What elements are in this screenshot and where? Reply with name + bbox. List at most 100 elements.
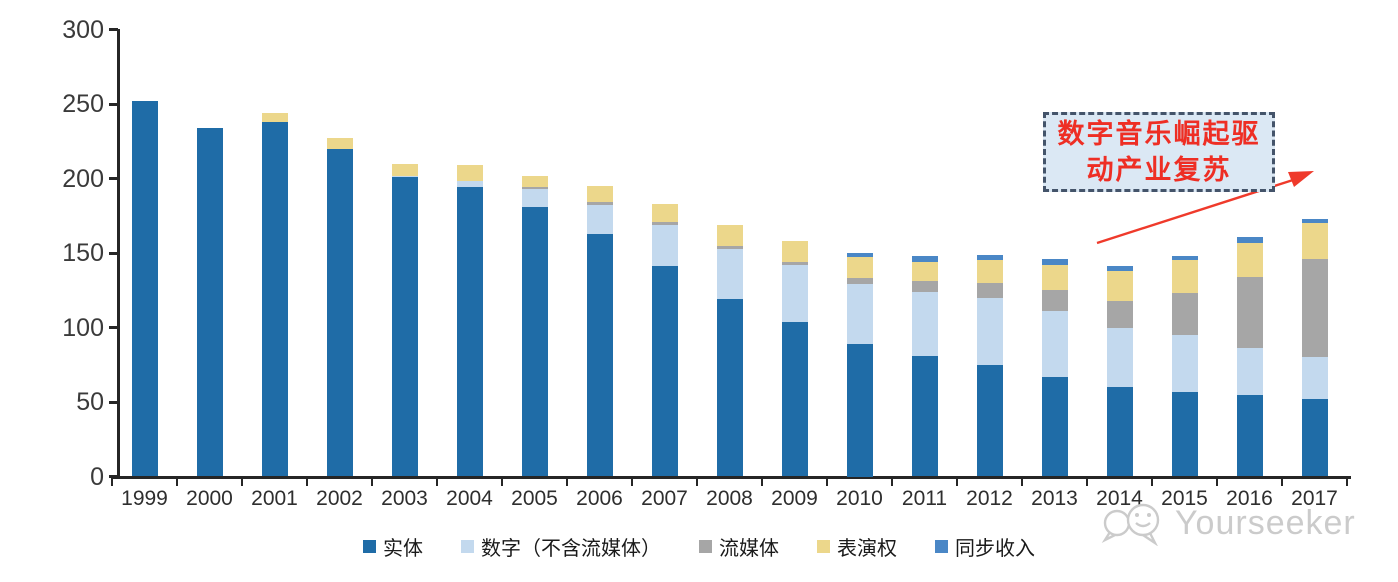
bar-segment-表演权 [1041, 264, 1068, 291]
x-tick-mark [761, 479, 763, 486]
x-tick-mark [826, 479, 828, 486]
bar-segment-实体 [1106, 387, 1133, 477]
x-tick-label: 2017 [1291, 487, 1338, 510]
x-tick-label: 2015 [1161, 487, 1208, 510]
x-tick-mark [631, 479, 633, 486]
bar-segment-实体 [651, 266, 678, 477]
x-tick-mark [111, 479, 113, 486]
bar-segment-流媒体 [1106, 300, 1133, 328]
bar-2015 [1171, 256, 1198, 477]
bar-segment-表演权 [326, 138, 353, 149]
x-tick-mark [696, 479, 698, 486]
bar-segment-表演权 [1106, 270, 1133, 301]
x-tick-label: 1999 [121, 487, 168, 510]
annotation-callout: 数字音乐崛起驱 动产业复苏 [1043, 112, 1275, 192]
x-tick-label: 2006 [576, 487, 623, 510]
bar-segment-实体 [911, 355, 938, 477]
bar-segment-表演权 [781, 241, 808, 262]
x-tick-label: 2008 [706, 487, 753, 510]
bar-segment-流媒体 [521, 187, 548, 189]
bar-segment-表演权 [391, 163, 418, 176]
bar-2017 [1301, 218, 1328, 477]
bar-2006 [586, 185, 613, 477]
x-tick-label: 2009 [771, 487, 818, 510]
x-tick-mark [891, 479, 893, 486]
bar-segment-数字（不含流媒体） [521, 188, 548, 207]
annotation-text-line: 数字音乐崛起驱 [1057, 118, 1261, 149]
bar-segment-实体 [716, 299, 743, 477]
y-tick-mark [109, 251, 118, 255]
bar-segment-数字（不含流媒体） [651, 224, 678, 267]
bar-segment-数字（不含流媒体） [586, 205, 613, 234]
bar-segment-实体 [1236, 394, 1263, 477]
bar-segment-表演权 [456, 165, 483, 182]
y-tick-label: 250 [62, 90, 104, 118]
y-tick-mark [109, 326, 118, 329]
bar-segment-流媒体 [1041, 290, 1068, 312]
bar-segment-实体 [781, 321, 808, 477]
bar-segment-表演权 [651, 203, 678, 222]
x-tick-label: 2005 [511, 487, 558, 510]
bar-segment-表演权 [911, 261, 938, 282]
x-tick-label: 2014 [1096, 487, 1143, 510]
bar-2010 [846, 253, 873, 477]
x-tick-label: 2012 [966, 487, 1013, 510]
legend-label: 同步收入 [955, 538, 1035, 560]
x-tick-mark [371, 479, 373, 486]
x-tick-mark [1086, 479, 1088, 486]
y-tick-label: 100 [62, 313, 104, 342]
y-tick-mark [109, 177, 118, 180]
bar-2001 [261, 112, 288, 477]
bar-2003 [391, 163, 418, 477]
bar-segment-同步收入 [911, 256, 938, 262]
bar-segment-数字（不含流媒体） [976, 297, 1003, 365]
bar-segment-数字（不含流媒体） [716, 248, 743, 300]
x-tick-mark [1021, 479, 1023, 486]
x-tick-mark [1216, 479, 1218, 486]
y-tick-label: 0 [90, 462, 104, 491]
y-tick-label: 200 [62, 164, 104, 193]
y-axis-line [117, 29, 120, 479]
bar-2011 [911, 256, 938, 477]
legend-label: 数字（不含流媒体） [481, 538, 661, 560]
x-tick-mark [1151, 479, 1153, 486]
bar-segment-数字（不含流媒体） [1301, 357, 1328, 400]
x-tick-mark [176, 479, 178, 486]
legend-item: 同步收入 [935, 532, 1035, 561]
bar-segment-流媒体 [586, 202, 613, 206]
x-tick-mark [501, 479, 503, 486]
x-tick-mark [436, 479, 438, 486]
bar-segment-实体 [196, 127, 223, 477]
bar-segment-表演权 [846, 257, 873, 279]
legend-label: 表演权 [837, 538, 897, 560]
x-tick-label: 2013 [1031, 487, 1078, 510]
bar-2008 [716, 224, 743, 477]
y-tick-label: 50 [76, 388, 104, 416]
bar-segment-表演权 [261, 112, 288, 122]
legend-item: 数字（不含流媒体） [461, 532, 661, 561]
bar-segment-数字（不含流媒体） [781, 264, 808, 322]
x-tick-label: 2011 [901, 487, 948, 510]
bar-segment-同步收入 [1041, 258, 1068, 265]
bar-segment-实体 [846, 343, 873, 477]
y-tick-label: 300 [62, 15, 104, 44]
bar-segment-流媒体 [846, 278, 873, 285]
y-tick-label: 150 [62, 239, 104, 267]
legend-item: 表演权 [817, 532, 897, 561]
x-tick-label: 2001 [251, 487, 298, 510]
watermark-text: Yourseeker [1175, 503, 1356, 542]
yourseeker-logo-icon [1101, 503, 1160, 546]
bar-segment-流媒体 [1301, 258, 1328, 358]
x-tick-mark [566, 479, 568, 486]
bar-2012 [976, 254, 1003, 477]
bar-segment-实体 [976, 364, 1003, 477]
x-axis-line [111, 476, 1351, 479]
bar-2002 [326, 138, 353, 477]
bar-2014 [1106, 266, 1133, 477]
bar-segment-实体 [1301, 399, 1328, 477]
bar-segment-数字（不含流媒体） [1171, 334, 1198, 392]
bar-segment-实体 [1171, 391, 1198, 477]
x-tick-label: 2002 [316, 487, 363, 510]
bar-segment-同步收入 [846, 253, 873, 258]
